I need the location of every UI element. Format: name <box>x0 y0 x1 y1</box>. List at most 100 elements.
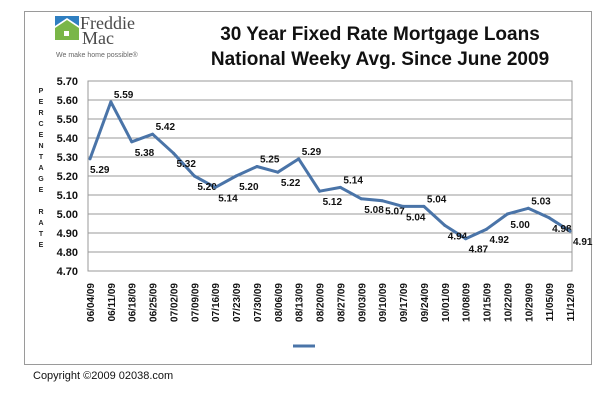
copyright-text: Copyright ©2009 02038.com <box>33 370 174 382</box>
y-tick-label: 5.20 <box>57 171 78 183</box>
data-point <box>401 204 405 208</box>
x-tick-label: 08/20/09 <box>316 283 327 322</box>
data-point <box>109 100 113 104</box>
y-tick-label: 5.10 <box>57 190 78 202</box>
y-tick-label: 4.90 <box>57 228 78 240</box>
y-axis-label-letter: G <box>38 176 44 183</box>
y-tick-label: 5.40 <box>57 133 78 145</box>
x-tick-label: 10/01/09 <box>441 283 452 322</box>
x-tick-label: 09/24/09 <box>420 283 431 322</box>
data-label: 5.32 <box>176 159 196 170</box>
data-point <box>88 157 92 161</box>
data-label: 4.94 <box>448 231 468 242</box>
data-label: 4.98 <box>552 224 572 235</box>
y-axis-label-letter: E <box>38 99 44 106</box>
x-tick-label: 09/10/09 <box>378 283 389 322</box>
y-tick-label: 5.30 <box>57 152 78 164</box>
data-point <box>443 223 447 227</box>
logo-tagline: We make home possible® <box>56 52 138 59</box>
logo-text: Freddie Mac <box>80 13 135 48</box>
data-point <box>485 227 489 231</box>
x-tick-label: 07/16/09 <box>211 283 222 322</box>
y-axis-label-letter: T <box>38 231 44 238</box>
y-axis-label-letter: T <box>38 154 44 161</box>
data-label: 5.14 <box>218 193 238 204</box>
x-tick-label: 11/05/09 <box>545 283 556 322</box>
data-point <box>234 174 238 178</box>
data-label: 5.20 <box>239 182 259 193</box>
x-tick-label: 09/17/09 <box>399 283 410 322</box>
y-axis-label-letter: C <box>38 121 44 128</box>
y-axis-label-letter: R <box>38 110 44 117</box>
data-label: 4.91 <box>573 237 593 248</box>
data-label: 5.12 <box>323 197 343 208</box>
x-tick-label: 10/29/09 <box>524 283 535 322</box>
data-point <box>568 229 572 233</box>
x-tick-label: 06/04/09 <box>86 283 97 322</box>
freddie-mac-logo <box>55 16 79 40</box>
data-point <box>255 165 259 168</box>
data-label: 5.04 <box>406 212 426 223</box>
x-tick-label: 06/18/09 <box>128 283 139 322</box>
data-label: 5.25 <box>260 155 280 166</box>
x-tick-label: 10/22/09 <box>503 283 514 322</box>
y-axis-label-letter: A <box>38 220 44 227</box>
data-point <box>318 189 322 193</box>
x-tick-label: 07/30/09 <box>253 283 264 322</box>
y-axis-label-letter: R <box>38 209 44 216</box>
data-label: 5.29 <box>90 165 110 176</box>
x-tick-label: 10/15/09 <box>483 283 494 322</box>
x-tick-label: 08/06/09 <box>274 283 285 322</box>
data-label: 5.22 <box>281 178 301 189</box>
data-label: 5.04 <box>427 194 447 205</box>
data-point <box>547 216 551 220</box>
data-point <box>130 140 134 144</box>
logo-name-line2: Mac <box>82 28 114 48</box>
logo-house-icon <box>55 20 79 40</box>
y-tick-label: 4.80 <box>57 247 78 259</box>
data-label: 5.38 <box>135 148 155 159</box>
data-point <box>464 237 468 241</box>
y-axis-label-letter: P <box>38 88 44 95</box>
data-point <box>359 197 363 201</box>
x-tick-label: 06/25/09 <box>149 283 160 322</box>
data-label: 5.59 <box>114 90 134 101</box>
chart-subtitle: National Weeky Avg. Since June 2009 <box>210 49 550 70</box>
data-label: 5.29 <box>302 147 322 158</box>
y-axis-label-letter: A <box>38 165 44 172</box>
x-tick-label: 08/13/09 <box>295 283 306 322</box>
x-tick-label: 10/08/09 <box>462 283 473 322</box>
x-tick-label: 06/11/09 <box>107 283 118 322</box>
y-axis-label-letter: E <box>38 187 44 194</box>
data-label: 4.87 <box>469 245 489 256</box>
logo-name-line1: Freddie <box>80 13 135 33</box>
data-point <box>192 174 196 178</box>
data-point <box>171 151 175 155</box>
y-tick-label: 4.70 <box>57 266 78 278</box>
y-tick-label: 5.00 <box>57 209 78 221</box>
data-label: 5.03 <box>531 196 551 207</box>
data-point <box>297 157 301 161</box>
data-label: 5.42 <box>156 122 176 133</box>
y-axis-label-letter: E <box>38 242 44 249</box>
data-point <box>422 204 426 208</box>
logo-blue-square <box>55 16 79 26</box>
data-label: 5.00 <box>510 220 530 231</box>
data-label: 5.14 <box>343 175 363 186</box>
y-tick-label: 5.70 <box>57 76 78 88</box>
data-label: 5.07 <box>385 207 405 218</box>
x-tick-label: 07/23/09 <box>232 283 243 322</box>
data-label: 5.20 <box>197 182 217 193</box>
data-label: 5.08 <box>364 205 384 216</box>
data-point <box>151 132 155 136</box>
data-point <box>505 212 509 216</box>
x-tick-label: 11/12/09 <box>566 283 577 322</box>
y-axis-label-letter: N <box>38 143 44 150</box>
x-tick-label: 07/02/09 <box>169 283 180 322</box>
data-point <box>338 185 342 189</box>
chart-title: 30 Year Fixed Rate Mortgage Loans <box>220 24 540 45</box>
data-point <box>526 206 530 210</box>
x-tick-label: 07/09/09 <box>190 283 201 322</box>
series-line <box>88 100 571 241</box>
